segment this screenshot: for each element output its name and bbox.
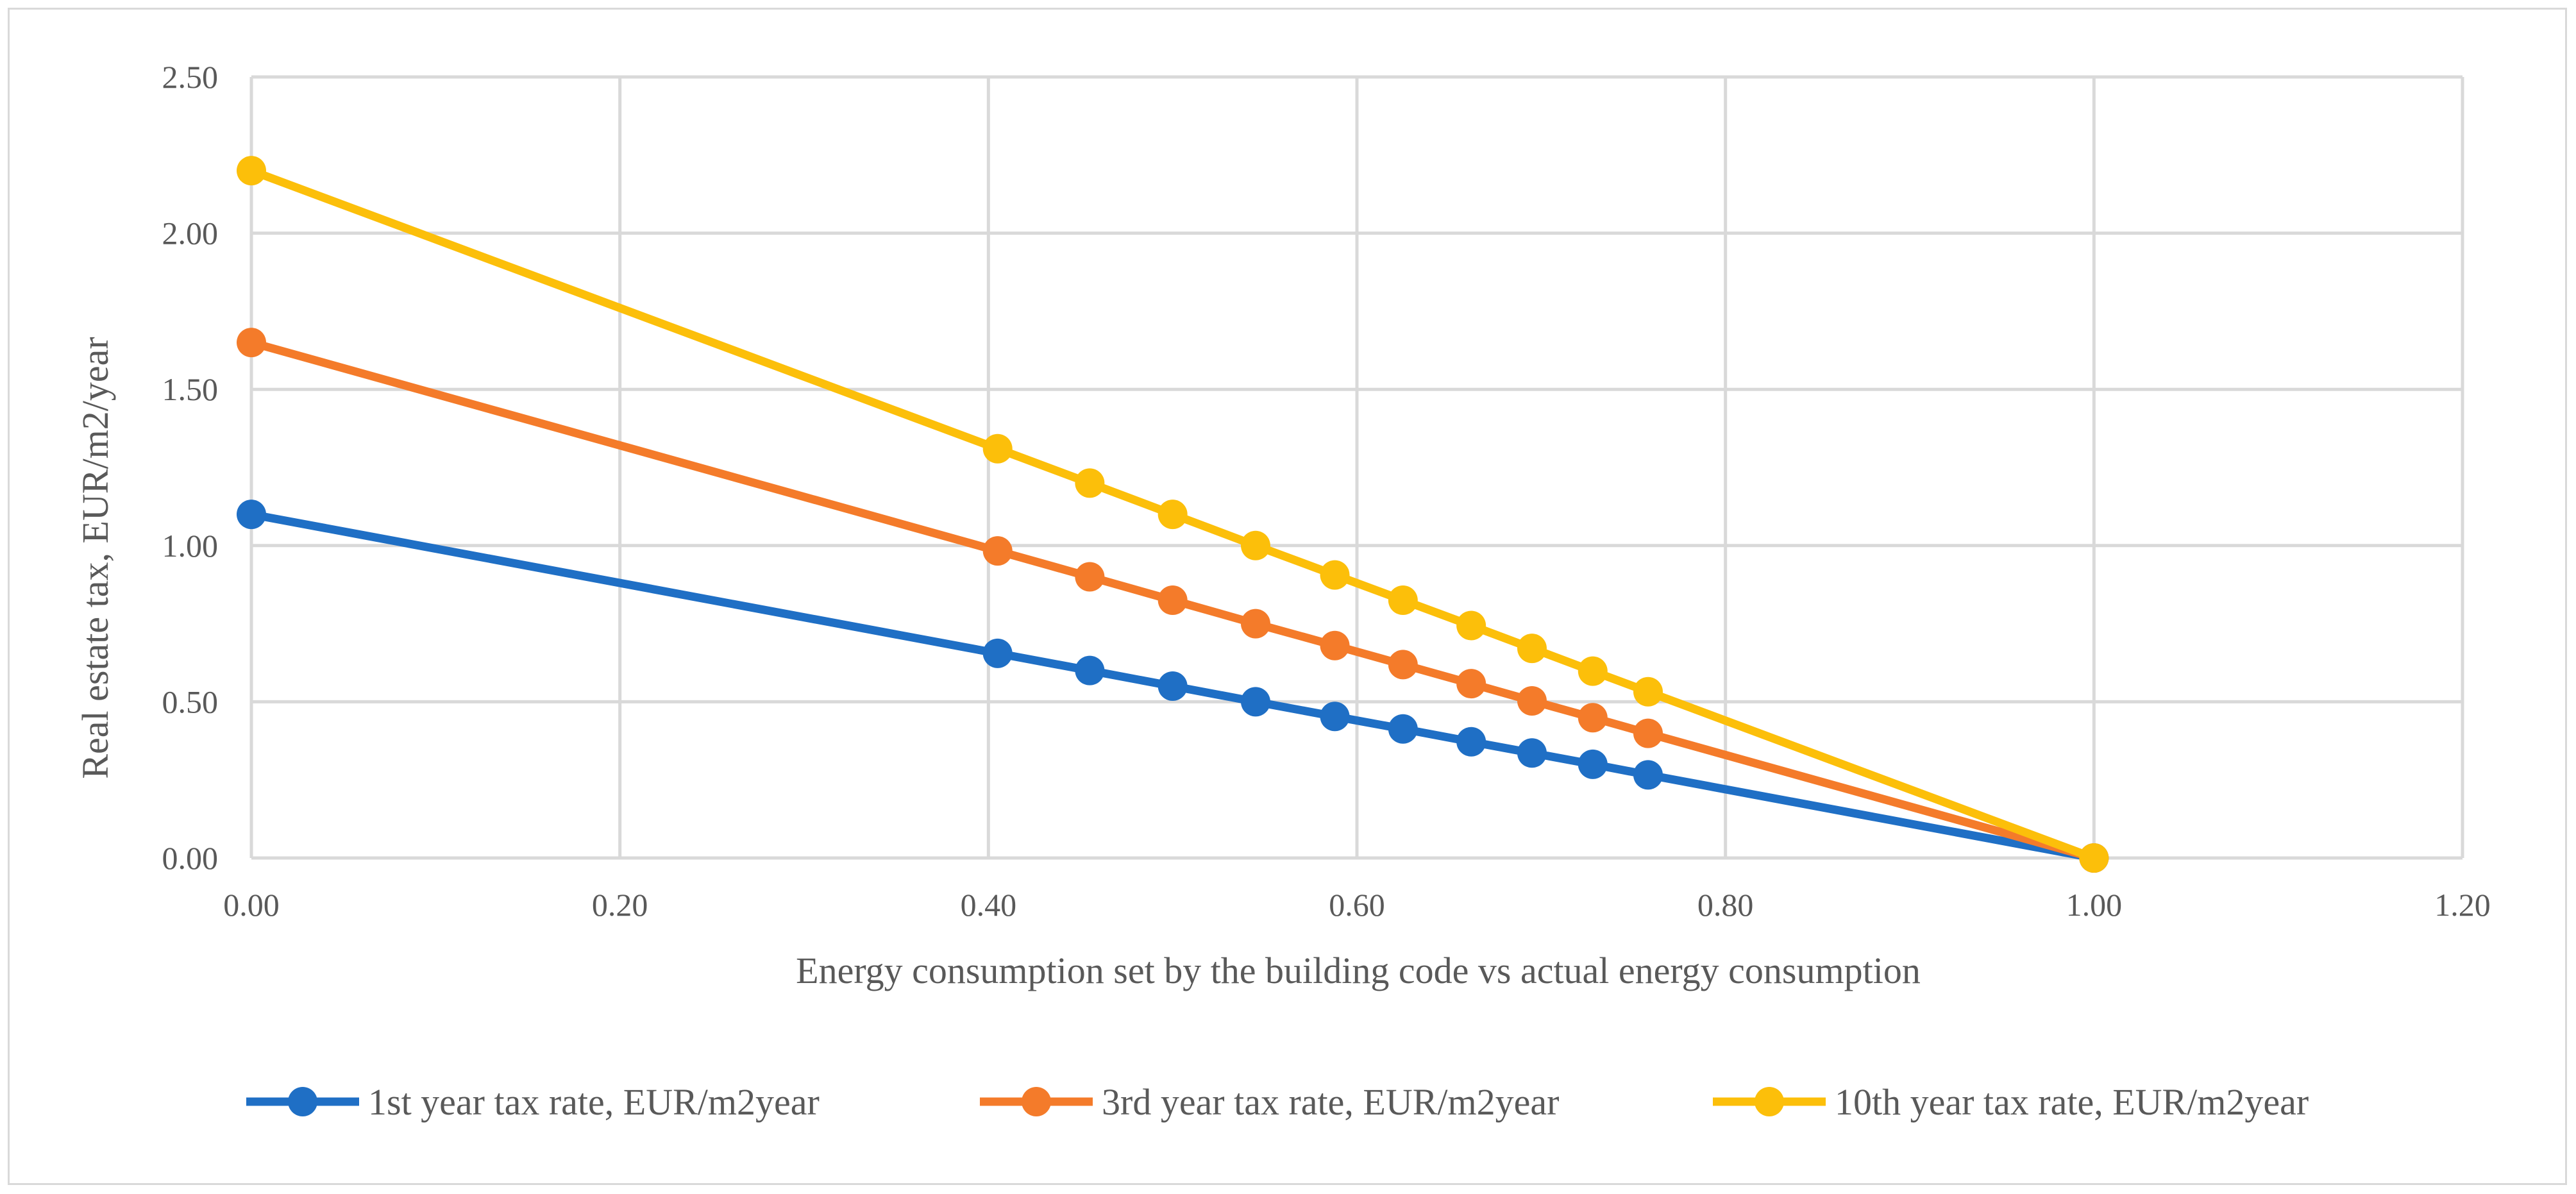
- legend-item-1: 1st year tax rate, EUR/m2year: [246, 1081, 820, 1123]
- data-point: [1633, 760, 1663, 790]
- data-point: [1075, 468, 1105, 498]
- series-2: [237, 328, 2109, 873]
- y-tick-label: 0.00: [162, 840, 219, 876]
- data-point: [1517, 738, 1547, 768]
- data-point: [237, 156, 266, 186]
- y-tick-label: 1.50: [162, 371, 219, 407]
- legend-swatch-marker: [1755, 1087, 1784, 1116]
- data-point: [1388, 650, 1418, 680]
- data-point: [1158, 585, 1188, 616]
- x-tick-label: 1.20: [2434, 887, 2491, 923]
- data-point: [1517, 685, 1547, 716]
- legend-label: 10th year tax rate, EUR/m2year: [1835, 1081, 2309, 1123]
- y-tick-label: 2.00: [162, 215, 219, 251]
- y-axis-title: Real estate tax, EUR/m2/year: [74, 337, 116, 778]
- series-3: [237, 156, 2109, 873]
- data-point: [1633, 677, 1663, 707]
- y-axis-ticks: 0.00 0.50 1.00 1.50 2.00 2.50: [162, 59, 219, 876]
- data-point: [982, 536, 1013, 566]
- legend-item-2: 3rd year tax rate, EUR/m2year: [980, 1081, 1559, 1123]
- legend-label: 1st year tax rate, EUR/m2year: [368, 1081, 820, 1123]
- legend-item-3: 10th year tax rate, EUR/m2year: [1713, 1081, 2309, 1123]
- data-point: [1240, 609, 1270, 639]
- gridlines: [249, 75, 2464, 860]
- data-point: [237, 328, 266, 358]
- legend-swatch-marker: [288, 1087, 317, 1116]
- x-tick-label: 0.40: [961, 887, 1017, 923]
- x-tick-label: 0.00: [223, 887, 280, 923]
- data-point: [1388, 714, 1418, 744]
- data-point: [1240, 687, 1270, 717]
- data-point: [1517, 634, 1547, 664]
- data-point: [1388, 585, 1418, 616]
- data-point: [1158, 671, 1188, 702]
- y-tick-label: 2.50: [162, 59, 219, 95]
- data-point: [1456, 669, 1486, 699]
- x-tick-label: 0.60: [1329, 887, 1385, 923]
- data-point: [982, 638, 1013, 668]
- x-axis-ticks: 0.00 0.20 0.40 0.60 0.80 1.00 1.20: [223, 887, 2491, 923]
- data-point: [1158, 500, 1188, 530]
- data-point: [1320, 630, 1350, 660]
- data-point: [1320, 702, 1350, 732]
- data-point: [1578, 703, 1608, 733]
- data-point: [237, 500, 266, 530]
- x-tick-label: 1.00: [2066, 887, 2123, 923]
- x-tick-label: 0.80: [1697, 887, 1754, 923]
- data-point: [1075, 562, 1105, 592]
- data-point: [1578, 749, 1608, 779]
- series-group: [237, 156, 2109, 873]
- data-point: [1075, 655, 1105, 685]
- y-tick-label: 1.00: [162, 528, 219, 564]
- data-point: [1578, 656, 1608, 686]
- data-point: [1320, 560, 1350, 590]
- series-1: [237, 500, 2109, 873]
- x-axis-title: Energy consumption set by the building c…: [796, 950, 1921, 991]
- data-point: [982, 433, 1013, 464]
- data-point: [2079, 843, 2109, 873]
- legend: 1st year tax rate, EUR/m2year 3rd year ta…: [246, 1081, 2309, 1123]
- data-point: [1456, 727, 1486, 757]
- chart-frame: [8, 8, 2567, 1185]
- data-point: [1240, 530, 1270, 560]
- legend-swatch-marker: [1022, 1087, 1051, 1116]
- data-point: [1456, 610, 1486, 641]
- y-tick-label: 0.50: [162, 684, 219, 719]
- data-point: [1633, 718, 1663, 748]
- x-tick-label: 0.20: [592, 887, 648, 923]
- legend-label: 3rd year tax rate, EUR/m2year: [1102, 1081, 1559, 1123]
